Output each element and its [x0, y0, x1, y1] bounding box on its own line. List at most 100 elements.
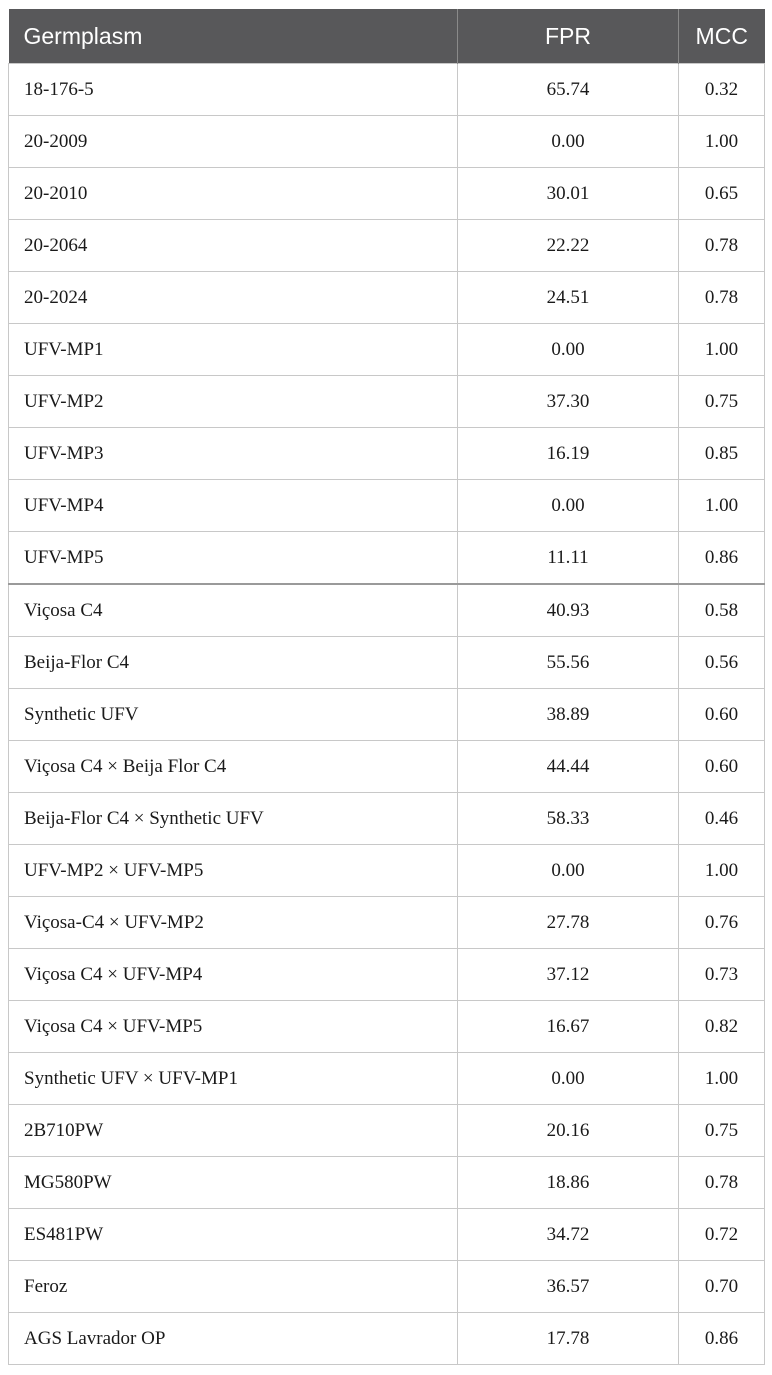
mcc-cell: 1.00	[678, 323, 765, 376]
fpr-cell: 0.00	[457, 323, 679, 376]
mcc-cell: 0.78	[678, 1156, 765, 1209]
table-row: 20-2024 24.51 0.78	[8, 271, 765, 324]
germplasm-cell: 20-2024	[8, 271, 458, 324]
fpr-cell: 0.00	[457, 115, 679, 168]
mcc-cell: 0.86	[678, 1312, 765, 1365]
table-row: UFV-MP2 × UFV-MP5 0.00 1.00	[8, 844, 765, 897]
mcc-cell: 1.00	[678, 115, 765, 168]
germplasm-cell: AGS Lavrador OP	[8, 1312, 458, 1365]
mcc-cell: 0.75	[678, 375, 765, 428]
germplasm-cell: 2B710PW	[8, 1104, 458, 1157]
germplasm-cell: Viçosa C4 × UFV-MP5	[8, 1000, 458, 1053]
germplasm-cell: Viçosa C4 × Beija Flor C4	[8, 740, 458, 793]
mcc-cell: 0.86	[678, 531, 765, 585]
mcc-cell: 0.65	[678, 167, 765, 220]
table-row: Feroz 36.57 0.70	[8, 1260, 765, 1313]
table-row: UFV-MP5 11.11 0.86	[8, 531, 765, 585]
germplasm-cell: UFV-MP5	[8, 531, 458, 585]
fpr-cell: 27.78	[457, 896, 679, 949]
mcc-cell: 0.46	[678, 792, 765, 845]
mcc-cell: 0.72	[678, 1208, 765, 1261]
germplasm-cell: UFV-MP2 × UFV-MP5	[8, 844, 458, 897]
table-row: UFV-MP3 16.19 0.85	[8, 427, 765, 480]
table-row: Viçosa C4 × Beija Flor C4 44.44 0.60	[8, 740, 765, 793]
germplasm-cell: MG580PW	[8, 1156, 458, 1209]
fpr-cell: 38.89	[457, 688, 679, 741]
table-row: ES481PW 34.72 0.72	[8, 1208, 765, 1261]
fpr-cell: 0.00	[457, 844, 679, 897]
table-row: AGS Lavrador OP 17.78 0.86	[8, 1312, 765, 1365]
germplasm-cell: Viçosa C4 × UFV-MP4	[8, 948, 458, 1001]
fpr-cell: 40.93	[457, 583, 679, 637]
germplasm-cell: UFV-MP3	[8, 427, 458, 480]
table-row: Viçosa C4 × UFV-MP5 16.67 0.82	[8, 1000, 765, 1053]
table-row: 18-176-5 65.74 0.32	[8, 63, 765, 116]
germplasm-cell: 20-2064	[8, 219, 458, 272]
fpr-cell: 22.22	[457, 219, 679, 272]
table-body: 18-176-5 65.74 0.32 20-2009 0.00 1.00 20-2010 3…	[8, 63, 765, 1365]
mcc-cell: 0.78	[678, 271, 765, 324]
table-row: MG580PW 18.86 0.78	[8, 1156, 765, 1209]
mcc-cell: 0.56	[678, 636, 765, 689]
table-row: UFV-MP2 37.30 0.75	[8, 375, 765, 428]
table-row: 2B710PW 20.16 0.75	[8, 1104, 765, 1157]
mcc-cell: 0.73	[678, 948, 765, 1001]
results-table-container: Germplasm FPR MCC 18-176-5 65.74 0.32 20-20…	[8, 9, 765, 1365]
fpr-cell: 30.01	[457, 167, 679, 220]
mcc-cell: 0.75	[678, 1104, 765, 1157]
fpr-cell: 16.19	[457, 427, 679, 480]
fpr-cell: 11.11	[457, 531, 679, 585]
mcc-cell: 0.78	[678, 219, 765, 272]
fpr-cell: 44.44	[457, 740, 679, 793]
table-row: Synthetic UFV 38.89 0.60	[8, 688, 765, 741]
mcc-cell: 0.85	[678, 427, 765, 480]
table-row: 20-2009 0.00 1.00	[8, 115, 765, 168]
table-header: Germplasm FPR MCC	[8, 9, 765, 64]
mcc-cell: 1.00	[678, 844, 765, 897]
fpr-cell: 24.51	[457, 271, 679, 324]
header-mcc: MCC	[678, 9, 765, 64]
germplasm-cell: Beija-Flor C4 × Synthetic UFV	[8, 792, 458, 845]
fpr-cell: 18.86	[457, 1156, 679, 1209]
germplasm-cell: 18-176-5	[8, 63, 458, 116]
mcc-cell: 0.82	[678, 1000, 765, 1053]
mcc-cell: 0.70	[678, 1260, 765, 1313]
header-germplasm: Germplasm	[8, 9, 458, 64]
table-row: Viçosa-C4 × UFV-MP2 27.78 0.76	[8, 896, 765, 949]
mcc-cell: 0.60	[678, 688, 765, 741]
table-row: UFV-MP1 0.00 1.00	[8, 323, 765, 376]
germplasm-cell: UFV-MP1	[8, 323, 458, 376]
mcc-cell: 0.60	[678, 740, 765, 793]
mcc-cell: 1.00	[678, 1052, 765, 1105]
germplasm-cell: Synthetic UFV × UFV-MP1	[8, 1052, 458, 1105]
table-row: Synthetic UFV × UFV-MP1 0.00 1.00	[8, 1052, 765, 1105]
germplasm-cell: Feroz	[8, 1260, 458, 1313]
germplasm-cell: ES481PW	[8, 1208, 458, 1261]
mcc-cell: 1.00	[678, 479, 765, 532]
table-row: UFV-MP4 0.00 1.00	[8, 479, 765, 532]
table-row: Viçosa C4 × UFV-MP4 37.12 0.73	[8, 948, 765, 1001]
table-row: 20-2010 30.01 0.65	[8, 167, 765, 220]
germplasm-cell: Viçosa-C4 × UFV-MP2	[8, 896, 458, 949]
germplasm-cell: 20-2010	[8, 167, 458, 220]
germplasm-cell: Viçosa C4	[8, 583, 458, 637]
germplasm-cell: Beija-Flor C4	[8, 636, 458, 689]
germplasm-results-table: Germplasm FPR MCC 18-176-5 65.74 0.32 20-20…	[8, 9, 765, 1365]
fpr-cell: 37.30	[457, 375, 679, 428]
fpr-cell: 17.78	[457, 1312, 679, 1365]
germplasm-cell: Synthetic UFV	[8, 688, 458, 741]
header-fpr: FPR	[457, 9, 679, 64]
fpr-cell: 55.56	[457, 636, 679, 689]
fpr-cell: 34.72	[457, 1208, 679, 1261]
fpr-cell: 20.16	[457, 1104, 679, 1157]
mcc-cell: 0.32	[678, 63, 765, 116]
table-row: Viçosa C4 40.93 0.58	[8, 583, 765, 637]
fpr-cell: 0.00	[457, 479, 679, 532]
germplasm-cell: 20-2009	[8, 115, 458, 168]
germplasm-cell: UFV-MP2	[8, 375, 458, 428]
germplasm-cell: UFV-MP4	[8, 479, 458, 532]
header-row: Germplasm FPR MCC	[8, 9, 765, 64]
table-row: Beija-Flor C4 × Synthetic UFV 58.33 0.46	[8, 792, 765, 845]
fpr-cell: 37.12	[457, 948, 679, 1001]
fpr-cell: 0.00	[457, 1052, 679, 1105]
